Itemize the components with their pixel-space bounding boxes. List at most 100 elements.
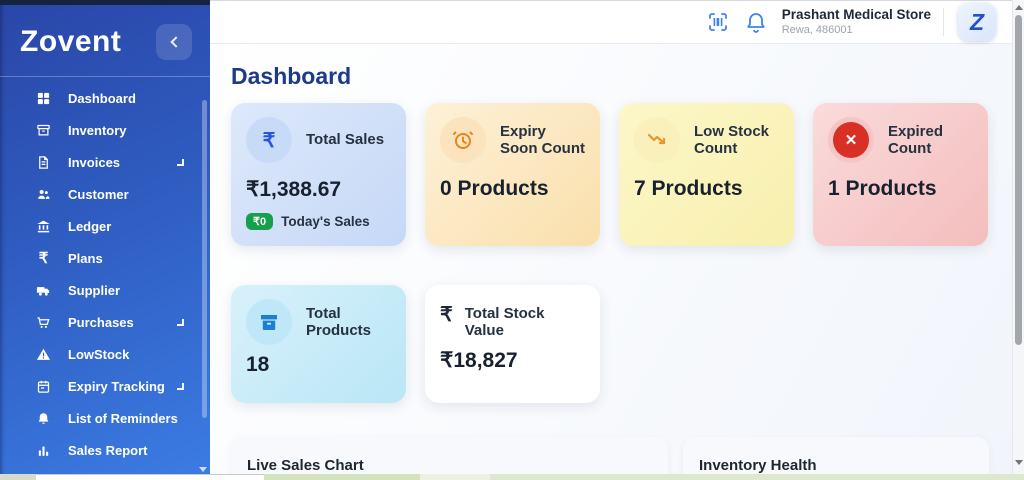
rupee-icon: ₹	[440, 304, 453, 326]
total-stock-value-card: ₹ Total Stock Value ₹18,827	[425, 285, 600, 403]
sidebar-item-dashboard[interactable]: Dashboard	[0, 82, 210, 114]
sidebar-nav: Dashboard Inventory Invoices Customer	[0, 77, 210, 466]
sidebar-scrollbar-thumb[interactable]	[202, 100, 207, 418]
barcode-scan-icon[interactable]	[706, 10, 730, 34]
bar-chart-icon	[36, 443, 51, 458]
card-title: Low Stock Count	[694, 122, 770, 157]
sidebar-item-label: Purchases	[68, 314, 134, 330]
bottom-edge-segment	[264, 474, 420, 480]
sidebar-item-label: Invoices	[68, 154, 121, 170]
alarm-clock-icon	[440, 117, 486, 163]
card-title: Total Products	[306, 304, 372, 339]
top-header: Prashant Medical Store Rewa, 486001 Z	[210, 0, 1012, 44]
sidebar-item-label: Ledger	[68, 218, 112, 234]
card-value: 0 Products	[440, 177, 549, 200]
dashboard-grid-icon	[36, 91, 51, 106]
sidebar-item-label: List of Reminders	[68, 410, 178, 426]
stats-cards-row-2: Total Products 18 ₹ Total Stock Value ₹1…	[231, 285, 1012, 403]
scroll-up-icon[interactable]	[1015, 5, 1023, 10]
invoice-document-icon	[36, 155, 51, 170]
header-divider	[943, 8, 944, 36]
sidebar-item-label: Dashboard	[68, 90, 136, 106]
customers-people-icon	[36, 187, 51, 202]
stats-cards-row-1: ₹ Total Sales ₹1,388.67 ₹0 Today's Sales…	[231, 103, 1012, 246]
chevron-left-icon	[169, 36, 182, 48]
submenu-expand-icon	[177, 382, 184, 390]
sidebar-divider	[0, 76, 210, 77]
sidebar-collapse-button[interactable]	[156, 24, 192, 60]
page-title: Dashboard	[231, 63, 352, 89]
product-box-icon	[246, 299, 292, 345]
submenu-expand-icon	[177, 318, 184, 326]
inventory-box-icon	[36, 123, 51, 138]
card-value: 18	[246, 353, 270, 376]
sidebar-item-lowstock[interactable]: LowStock	[0, 338, 210, 370]
store-info: Prashant Medical Store Rewa, 486001	[782, 7, 931, 38]
panel-title: Inventory Health	[699, 457, 817, 474]
bottom-window-edge	[0, 474, 1024, 480]
card-value: ₹18,827	[440, 348, 518, 372]
sidebar-item-label: Sales Report	[68, 442, 148, 458]
bottom-panels: Live Sales Chart Inventory Health	[231, 437, 1012, 474]
card-title: Expired Count	[888, 122, 944, 157]
total-sales-card: ₹ Total Sales ₹1,388.67 ₹0 Today's Sales	[231, 103, 406, 246]
sidebar-item-label: Inventory	[68, 122, 127, 138]
main-content: Dashboard ₹ Total Sales ₹1,388.67 ₹0 Tod…	[210, 44, 1012, 474]
inventory-health-panel: Inventory Health	[683, 437, 989, 474]
sidebar-item-list-of-reminders[interactable]: List of Reminders	[0, 402, 210, 434]
avatar-letter: Z	[969, 8, 985, 35]
card-title: Total Sales	[306, 131, 385, 149]
expired-card: ✕ Expired Count 1 Products	[813, 103, 988, 246]
cart-icon	[36, 315, 51, 330]
sidebar-item-customer[interactable]: Customer	[0, 178, 210, 210]
bell-icon	[36, 411, 51, 426]
expiry-soon-card: Expiry Soon Count 0 Products	[425, 103, 600, 246]
calendar-icon	[36, 379, 51, 394]
sidebar-item-invoices[interactable]: Invoices	[0, 146, 210, 178]
store-name: Prashant Medical Store	[781, 6, 931, 22]
sidebar-scroll-down-icon[interactable]	[199, 467, 207, 472]
sidebar-item-inventory[interactable]: Inventory	[0, 114, 210, 146]
sidebar-item-supplier[interactable]: Supplier	[0, 274, 210, 306]
submenu-expand-icon	[177, 158, 184, 166]
profile-avatar[interactable]: Z	[958, 3, 996, 41]
logo-row: Zovent	[0, 0, 210, 76]
sidebar-item-purchases[interactable]: Purchases	[0, 306, 210, 338]
truck-icon	[36, 283, 51, 298]
bottom-edge-segment	[36, 474, 264, 480]
sidebar-item-expiry-tracking[interactable]: Expiry Tracking	[0, 370, 210, 402]
scroll-down-icon[interactable]	[1015, 460, 1023, 465]
sidebar-item-plans[interactable]: ₹ Plans	[0, 242, 210, 274]
sidebar-item-label: Supplier	[68, 282, 121, 298]
ledger-bank-icon	[36, 219, 51, 234]
card-title: Expiry Soon Count	[500, 122, 585, 157]
rupee-icon: ₹	[38, 249, 49, 267]
bottom-edge-segment	[490, 474, 1024, 480]
rupee-circle-icon: ₹	[246, 117, 292, 163]
warning-triangle-icon	[36, 347, 51, 362]
total-products-card: Total Products 18	[231, 285, 406, 403]
sidebar-item-label: LowStock	[68, 346, 130, 362]
badge-label: Today's Sales	[281, 214, 370, 229]
panel-title: Live Sales Chart	[247, 457, 364, 474]
brand-logo: Zovent	[20, 25, 122, 58]
page-scrollbar[interactable]	[1012, 0, 1024, 480]
sidebar-item-ledger[interactable]: Ledger	[0, 210, 210, 242]
card-value: ₹1,388.67	[246, 178, 342, 201]
store-location: Rewa, 486001	[781, 23, 853, 36]
card-value: 7 Products	[634, 177, 743, 200]
live-sales-chart-panel: Live Sales Chart	[231, 437, 668, 474]
low-stock-card: Low Stock Count 7 Products	[619, 103, 794, 246]
notification-bell-icon[interactable]	[744, 10, 768, 34]
bottom-edge-segment	[420, 474, 490, 480]
error-cross-icon: ✕	[828, 117, 874, 163]
window-top-edge	[0, 0, 210, 5]
bottom-edge-segment	[0, 474, 36, 480]
card-value: 1 Products	[828, 177, 937, 200]
scrollbar-thumb[interactable]	[1015, 15, 1022, 345]
trending-down-icon	[634, 117, 680, 163]
sidebar-item-label: Customer	[68, 186, 129, 202]
sidebar-item-sales-report[interactable]: Sales Report	[0, 434, 210, 466]
sidebar: Zovent Dashboard Inventory Invoices	[0, 0, 210, 480]
sidebar-item-label: Plans	[68, 250, 103, 266]
